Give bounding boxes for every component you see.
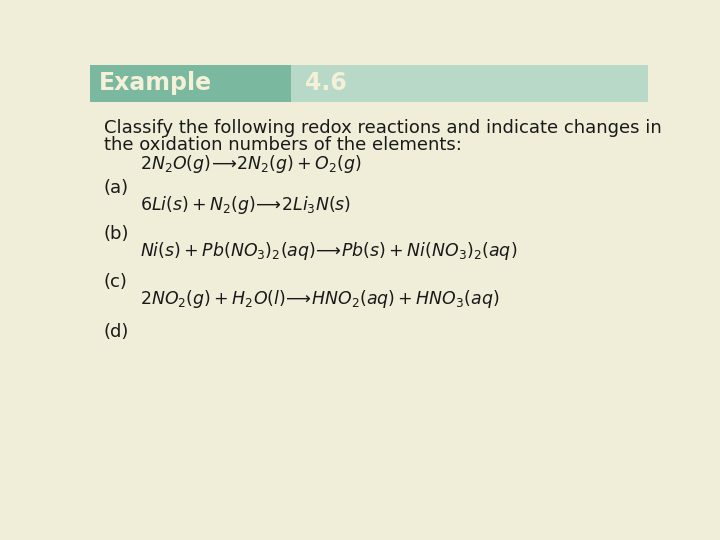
FancyBboxPatch shape (90, 65, 648, 102)
Text: $\mathit{2NO_2(g)+H_2O(l)\!\longrightarrow\!HNO_2(aq)+HNO_3(aq)}$: $\mathit{2NO_2(g)+H_2O(l)\!\longrightarr… (140, 288, 500, 310)
Text: Example: Example (99, 71, 212, 95)
Text: $\mathit{Ni(s)+Pb(NO_3)_2(aq)\!\longrightarrow\!Pb(s)+Ni(NO_3)_2(aq)}$: $\mathit{Ni(s)+Pb(NO_3)_2(aq)\!\longrigh… (140, 240, 518, 262)
FancyBboxPatch shape (90, 65, 291, 102)
Text: (c): (c) (104, 273, 128, 291)
Text: $\mathit{2N_2O(g)\!\longrightarrow\!2N_2(g) + O_2(g)}$: $\mathit{2N_2O(g)\!\longrightarrow\!2N_2… (140, 153, 362, 174)
Text: (d): (d) (104, 323, 130, 341)
Text: the oxidation numbers of the elements:: the oxidation numbers of the elements: (104, 136, 462, 154)
Text: $\mathit{6Li(s)+N_2(g)\!\longrightarrow\!2Li_3N(s)}$: $\mathit{6Li(s)+N_2(g)\!\longrightarrow\… (140, 194, 351, 216)
Text: (b): (b) (104, 225, 130, 243)
Text: 4.6: 4.6 (305, 71, 346, 95)
Text: (a): (a) (104, 179, 129, 197)
Text: Classify the following redox reactions and indicate changes in: Classify the following redox reactions a… (104, 119, 662, 137)
